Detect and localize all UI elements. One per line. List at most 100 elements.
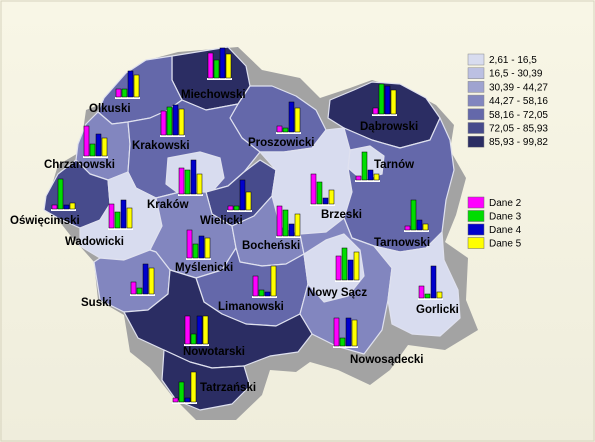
bar-glyph-krakow	[178, 159, 203, 196]
bar-chrzanowski-dane-2	[83, 125, 90, 157]
bar-miechowski-dane-2	[207, 52, 214, 79]
district-label-chrzanowski: Chrzanowski	[44, 159, 115, 171]
bar-baseline	[252, 296, 277, 298]
region-gorlicki[interactable]	[373, 231, 461, 337]
legend-series-swatch	[467, 223, 485, 236]
bar-wielicki-dane-2	[227, 205, 234, 211]
bar-myslenicki-dane-4	[198, 235, 205, 259]
bar-miechowski-dane-5	[225, 53, 232, 79]
legend-series-label: Dane 3	[489, 212, 522, 223]
bar-brzeski-dane-5	[328, 189, 335, 205]
bar-baseline	[227, 210, 252, 212]
bar-gorlicki-dane-5	[436, 291, 443, 299]
bar-krakow-dane-3	[184, 169, 191, 195]
district-label-myslenicki: Myślenicki	[175, 262, 233, 274]
bar-myslenicki-dane-5	[204, 237, 211, 259]
bar-tatrzanski-dane-5	[190, 371, 197, 403]
district-label-tatrzanski: Tatrzański	[200, 382, 256, 394]
bar-glyph-tatrzanski	[172, 371, 197, 404]
bar-nowosadecki-dane-4	[345, 317, 352, 347]
bar-nowotarski-dane-3	[190, 333, 197, 345]
bar-baseline	[160, 135, 185, 137]
bar-baseline	[418, 298, 443, 300]
bar-baseline	[207, 78, 232, 80]
bar-tarnowski-dane-3	[410, 199, 417, 231]
legend-class-swatch	[467, 67, 485, 79]
bar-bochenski-dane-4	[288, 223, 295, 237]
bar-baseline	[333, 346, 358, 348]
bar-baseline	[186, 258, 211, 260]
bar-dabrowski-dane-2	[372, 107, 379, 115]
bar-baseline	[276, 236, 301, 238]
district-label-bochenski: Bocheński	[242, 240, 300, 252]
bar-glyph-miechowski	[207, 47, 232, 80]
bar-chrzanowski-dane-5	[101, 137, 108, 157]
bar-krakowski-dane-2	[160, 110, 167, 136]
bar-baseline	[310, 204, 335, 206]
district-label-tarnowski: Tarnowski	[374, 237, 430, 249]
bar-glyph-wielicki	[227, 179, 252, 212]
bar-tarnow-dane-3	[361, 151, 368, 181]
bar-myslenicki-dane-3	[192, 243, 199, 259]
bar-glyph-brzeski	[310, 173, 335, 206]
bar-glyph-tarnow	[355, 151, 380, 182]
bar-tatrzanski-dane-4	[184, 397, 191, 403]
bar-wadowicki-dane-2	[108, 203, 115, 229]
bar-glyph-tarnowski	[404, 199, 429, 232]
bar-suski-dane-4	[142, 263, 149, 295]
bar-baseline	[335, 280, 360, 282]
bar-bochenski-dane-5	[294, 213, 301, 237]
bar-glyph-gorlicki	[418, 265, 443, 300]
bar-baseline	[51, 209, 76, 211]
bar-brzeski-dane-3	[316, 181, 323, 205]
bar-baseline	[130, 294, 155, 296]
label-layer: Miechowski Olkuski Krakowski Proszowicki Dąb…	[10, 89, 459, 394]
bar-tarnow-dane-5	[373, 173, 380, 181]
legend-series-swatch	[467, 210, 485, 222]
bar-suski-dane-5	[148, 267, 155, 295]
bar-krakow-dane-2	[178, 167, 185, 195]
bar-glyph-myslenicki	[186, 229, 211, 260]
bar-wadowicki-dane-5	[126, 207, 133, 229]
district-label-krakowski: Krakowski	[132, 140, 190, 152]
bar-brzeski-dane-2	[310, 173, 317, 205]
bar-glyph-limanowski	[252, 265, 277, 298]
bar-olkuski-dane-4	[127, 70, 134, 98]
district-label-miechowski: Miechowski	[181, 89, 246, 101]
bar-gorlicki-dane-4	[430, 265, 437, 299]
bar-glyph-olkuski	[115, 70, 140, 99]
legend-series-swatch	[467, 196, 485, 209]
bar-brzeski-dane-4	[322, 197, 329, 205]
bar-nowosadecki-dane-2	[333, 317, 340, 347]
bar-glyph-bochenski	[276, 205, 301, 238]
bar-baseline	[184, 344, 209, 346]
bar-nowotarski-dane-5	[202, 315, 209, 345]
bar-glyph-oswiecimski	[51, 178, 76, 211]
bar-glyph-suski	[130, 263, 155, 296]
legend-class-swatch	[467, 108, 485, 121]
bar-tarnow-dane-4	[367, 169, 374, 181]
bar-dabrowski-dane-5	[390, 89, 397, 115]
bar-nowy-sacz-dane-2	[335, 255, 342, 281]
legend-series-label: Dane 2	[489, 198, 522, 209]
district-label-krakow: Kraków	[147, 199, 189, 211]
district-label-brzeski: Brzeski	[321, 209, 362, 221]
bar-chrzanowski-dane-4	[95, 133, 102, 157]
bar-bochenski-dane-3	[282, 209, 289, 237]
bar-oswiecimski-dane-4	[63, 204, 70, 210]
bar-baseline	[83, 156, 108, 158]
district-label-limanowski: Limanowski	[218, 301, 284, 313]
legend-class-swatch	[467, 94, 485, 107]
bar-tarnow-dane-2	[355, 175, 362, 181]
bar-glyph-nowotarski	[184, 315, 209, 346]
bar-baseline	[372, 114, 397, 116]
bar-limanowski-dane-4	[264, 291, 271, 297]
bar-glyph-proszowicki	[276, 101, 301, 134]
bar-myslenicki-dane-2	[186, 229, 193, 259]
district-label-tarnow: Tarnów	[374, 159, 414, 171]
bar-wielicki-dane-5	[245, 191, 252, 211]
bar-krakowski-dane-4	[172, 104, 179, 136]
bar-tatrzanski-dane-2	[172, 397, 179, 403]
district-label-wielicki: Wielicki	[200, 215, 243, 227]
bar-baseline	[108, 228, 133, 230]
